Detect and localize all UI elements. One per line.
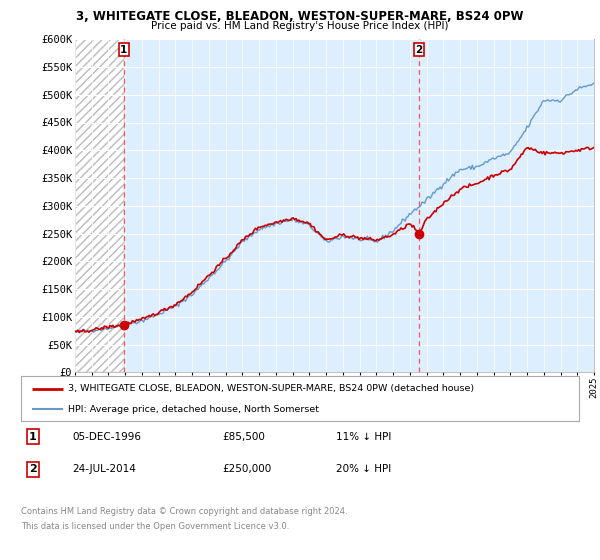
Text: 11% ↓ HPI: 11% ↓ HPI bbox=[336, 432, 391, 442]
Text: 3, WHITEGATE CLOSE, BLEADON, WESTON-SUPER-MARE, BS24 0PW (detached house): 3, WHITEGATE CLOSE, BLEADON, WESTON-SUPE… bbox=[68, 384, 475, 393]
Text: 3, WHITEGATE CLOSE, BLEADON, WESTON-SUPER-MARE, BS24 0PW: 3, WHITEGATE CLOSE, BLEADON, WESTON-SUPE… bbox=[76, 10, 524, 23]
Text: £85,500: £85,500 bbox=[222, 432, 265, 442]
Text: 2: 2 bbox=[415, 45, 422, 55]
Text: 1: 1 bbox=[120, 45, 128, 55]
Text: 05-DEC-1996: 05-DEC-1996 bbox=[72, 432, 141, 442]
Text: HPI: Average price, detached house, North Somerset: HPI: Average price, detached house, Nort… bbox=[68, 405, 319, 414]
Bar bbox=[75, 39, 124, 372]
Text: 24-JUL-2014: 24-JUL-2014 bbox=[72, 464, 136, 474]
Text: Price paid vs. HM Land Registry's House Price Index (HPI): Price paid vs. HM Land Registry's House … bbox=[151, 21, 449, 31]
Text: 20% ↓ HPI: 20% ↓ HPI bbox=[336, 464, 391, 474]
Text: 2: 2 bbox=[29, 464, 37, 474]
Bar bbox=[75, 39, 124, 372]
Text: £250,000: £250,000 bbox=[222, 464, 271, 474]
Text: Contains HM Land Registry data © Crown copyright and database right 2024.: Contains HM Land Registry data © Crown c… bbox=[21, 507, 347, 516]
Text: This data is licensed under the Open Government Licence v3.0.: This data is licensed under the Open Gov… bbox=[21, 522, 289, 531]
Text: 1: 1 bbox=[29, 432, 37, 442]
